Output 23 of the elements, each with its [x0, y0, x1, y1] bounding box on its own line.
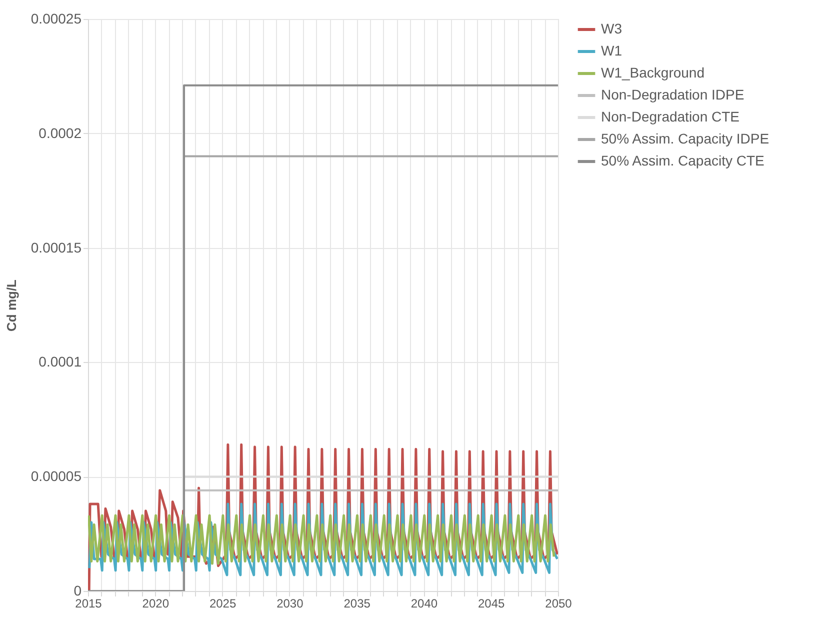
y-tick-label: 0.00015 [30, 239, 82, 256]
y-tick-label: 0 [74, 582, 82, 598]
x-tick-label: 2020 [142, 596, 170, 610]
y-axis-title: Cd mg/L [4, 279, 19, 332]
line-series [88, 514, 556, 565]
y-tick-label: 0.0001 [38, 354, 82, 370]
x-tick-label: 2040 [410, 596, 438, 610]
y-tick-label: 0.00025 [30, 10, 82, 26]
legend-label: Non-Degradation CTE [601, 108, 740, 124]
legend-label: W3 [601, 20, 622, 36]
x-tick-label: 2050 [545, 596, 572, 610]
y-tick-label: 0.0002 [38, 124, 82, 141]
y-tick-label: 0.00005 [30, 468, 82, 484]
x-tick-label: 2030 [276, 596, 304, 610]
legend-label: 50% Assim. Capacity IDPE [601, 130, 770, 146]
legend-label: W1_Background [601, 64, 705, 80]
legend-label: W1 [601, 42, 622, 58]
legend-label: Non-Degradation IDPE [601, 86, 744, 102]
x-tick-label: 2015 [75, 596, 102, 610]
x-tick-label: 2035 [344, 596, 371, 610]
x-tick-label: 2045 [478, 596, 506, 610]
x-tick-label: 2025 [209, 596, 236, 610]
legend-label: 50% Assim. Capacity CTE [601, 152, 764, 168]
